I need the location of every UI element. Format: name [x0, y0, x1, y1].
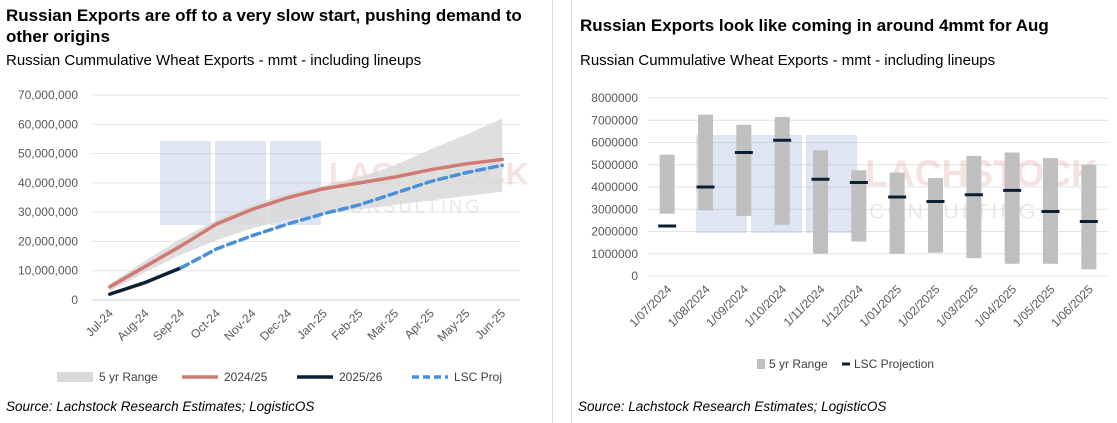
range-bar: [813, 150, 828, 254]
y-tick-label: 8000000: [591, 91, 638, 105]
x-tick-label: Apr-25: [402, 306, 438, 342]
right-chart-source: Source: Lachstock Research Estimates; Lo…: [578, 399, 887, 414]
range-bar: [1081, 164, 1097, 270]
range-bar: [966, 155, 982, 259]
x-tick-label: 1/06/2025: [1048, 282, 1096, 330]
y-tick-label: 5000000: [591, 158, 638, 172]
range-bar: [698, 114, 713, 211]
x-tick-label: Jun-25: [472, 306, 508, 342]
legend-swatch: [57, 372, 93, 382]
y-tick-label: 2000000: [591, 225, 638, 239]
range-bar: [774, 116, 790, 225]
legend-label: 2024/25: [224, 370, 268, 384]
y-tick-label: 6000000: [591, 136, 638, 150]
y-tick-label: 40,000,000: [18, 176, 78, 190]
series-5yr-range-band: [109, 118, 503, 292]
legend-label: 2025/26: [339, 370, 383, 384]
y-tick-label: 4000000: [591, 180, 638, 194]
y-tick-label: 0: [631, 269, 638, 283]
left-chart-panel: Russian Exports are off to a very slow s…: [0, 0, 553, 423]
range-bar: [889, 172, 905, 254]
legend-swatch: [757, 359, 765, 369]
range-bar: [851, 170, 867, 242]
series-line-2024-25: [108, 157, 504, 289]
y-tick-label: 10,000,000: [18, 264, 78, 278]
y-tick-label: 20,000,000: [18, 234, 78, 248]
x-tick-label: Dec-24: [257, 306, 294, 343]
range-bar: [928, 178, 943, 253]
legend-label: LSC Proj: [454, 370, 502, 384]
legend-label: LSC Projection: [854, 357, 934, 371]
x-tick-label: Mar-25: [365, 306, 402, 343]
legend-label: 5 yr Range: [99, 370, 158, 384]
y-tick-label: 60,000,000: [18, 117, 78, 131]
x-tick-label: Jan-25: [294, 306, 330, 342]
y-tick-label: 3000000: [591, 202, 638, 216]
right-range-chart: 0 1000000 2000000 3000000 4000000 5000000 6000…: [591, 91, 1108, 371]
x-tick-label: Sep-24: [150, 306, 187, 343]
x-tick-label: 1/10/2024: [742, 282, 790, 330]
y-tick-label: 30,000,000: [18, 205, 78, 219]
legend-label: 5 yr Range: [769, 357, 828, 371]
y-tick-label: 50,000,000: [18, 147, 78, 161]
y-tick-label: 1000000: [591, 247, 638, 261]
x-tick-label: Oct-24: [188, 306, 224, 342]
x-tick-label: Aug-24: [114, 306, 151, 343]
left-line-chart: 0 10,000,000 20,000,000 30,000,000 40,000,00…: [18, 88, 529, 384]
y-tick-label: 7000000: [591, 113, 638, 127]
left-chart-source: Source: Lachstock Research Estimates; Lo…: [6, 399, 315, 414]
range-bar: [659, 154, 675, 214]
x-tick-label: Jul-24: [83, 306, 116, 339]
watermark-block: [160, 141, 211, 225]
right-chart-subtitle: Russian Cummulative Wheat Exports - mmt …: [580, 52, 996, 69]
series-line-2025-26: [108, 266, 183, 296]
y-tick-label: 0: [71, 293, 78, 307]
range-bar: [1004, 152, 1020, 264]
x-tick-label: Nov-24: [221, 306, 258, 343]
range-bar: [736, 124, 752, 216]
y-tick-label: 70,000,000: [18, 88, 78, 102]
right-chart-panel: Russian Exports look like coming in arou…: [571, 0, 1117, 423]
right-chart-title: Russian Exports look like coming in arou…: [580, 16, 1049, 35]
x-tick-label: Feb-25: [329, 306, 366, 343]
left-chart-title: Russian Exports are off to a very slow s…: [6, 6, 522, 46]
left-chart-subtitle: Russian Cummulative Wheat Exports - mmt …: [6, 52, 422, 69]
series-line-lsc-proj: [179, 163, 504, 270]
x-tick-label: May-25: [434, 306, 472, 344]
